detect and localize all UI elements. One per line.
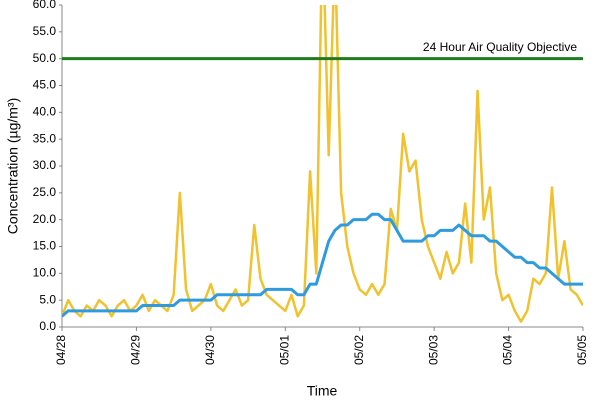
y-tick-label: 45.0 [33, 78, 57, 92]
y-tick-label: 30.0 [33, 158, 57, 172]
y-axis-title: Concentration (µg/m³) [5, 98, 21, 234]
x-axis-title: Time [307, 383, 338, 399]
y-tick-label: 10.0 [33, 266, 57, 280]
x-tick-label: 04/29 [129, 335, 143, 365]
y-tick-label: 35.0 [33, 131, 57, 145]
x-tick-label: 04/30 [203, 335, 217, 365]
y-tick-label: 25.0 [33, 185, 57, 199]
y-tick-label: 50.0 [33, 51, 57, 65]
x-tick-label: 05/01 [277, 335, 291, 365]
x-tick-label: 05/03 [426, 335, 440, 365]
series-line [62, 5, 583, 323]
objective-label: 24 Hour Air Quality Objective [423, 40, 577, 54]
y-tick-label: 0.0 [39, 319, 56, 333]
y-tick-label: 40.0 [33, 105, 57, 119]
y-tick-label: 55.0 [33, 24, 57, 38]
x-tick-label: 05/04 [501, 335, 515, 365]
y-tick-label: 60.0 [33, 0, 57, 11]
series-line [62, 212, 583, 318]
plot-area [62, 5, 583, 323]
x-tick-label: 04/28 [54, 335, 68, 365]
y-tick-label: 20.0 [33, 212, 57, 226]
x-tick-label: 05/02 [352, 335, 366, 365]
x-tick-label: 05/05 [575, 335, 589, 365]
y-tick-label: 5.0 [39, 292, 56, 306]
y-tick-label: 15.0 [33, 239, 57, 253]
